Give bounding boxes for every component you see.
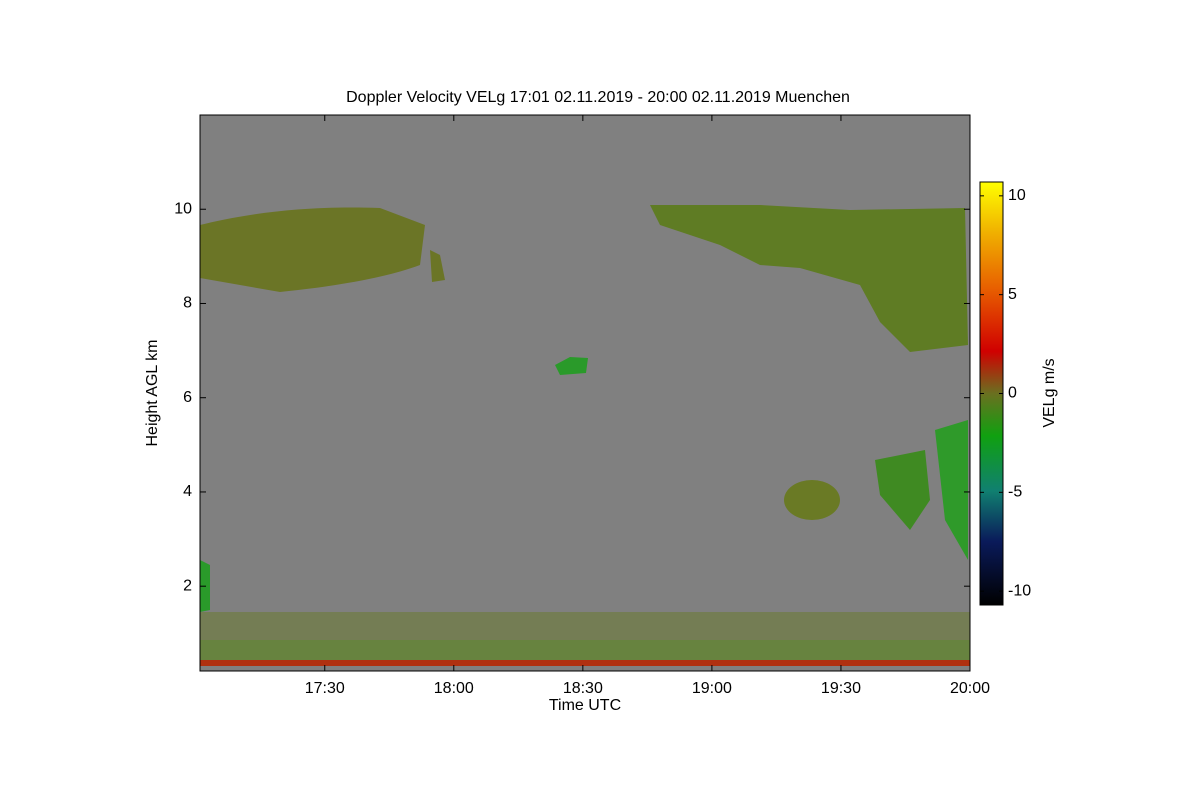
x-tick-label: 17:30	[305, 680, 345, 697]
echo-region	[650, 205, 968, 352]
x-tick-label: 19:00	[692, 680, 732, 697]
y-tick-label: 4	[183, 483, 192, 500]
echo-region	[200, 640, 970, 660]
x-tick-label: 18:00	[434, 680, 474, 697]
echo-region	[200, 660, 970, 666]
y-tick-label: 10	[174, 200, 192, 217]
x-tick-label: 18:30	[563, 680, 603, 697]
x-tick-label: 20:00	[950, 680, 990, 697]
plot-frame	[199, 114, 971, 672]
x-tick-label: 19:30	[821, 680, 861, 697]
x-axis-label: Time UTC	[549, 697, 621, 714]
echo-region	[935, 420, 968, 560]
echo-region	[430, 250, 445, 282]
y-tick-label: 8	[183, 295, 192, 312]
y-axis-label: Height AGL km	[144, 339, 161, 446]
colorbar-tick-label: -5	[1008, 484, 1022, 501]
colorbar-tick-label: -10	[1008, 582, 1031, 599]
colorbar-tick-label: 0	[1008, 385, 1017, 402]
echo-regions	[200, 205, 970, 666]
echo-region	[200, 207, 425, 292]
colorbar-tick-label: 10	[1008, 187, 1026, 204]
chart-title: Doppler Velocity VELg 17:01 02.11.2019 -…	[346, 89, 850, 106]
y-tick-label: 6	[183, 389, 192, 406]
plot-area	[200, 115, 970, 671]
echo-region	[875, 450, 930, 530]
echo-region	[784, 480, 840, 520]
y-tick-label: 2	[183, 577, 192, 594]
echo-region	[555, 357, 588, 375]
colorbar-label: VELg m/s	[1041, 358, 1058, 427]
colorbar-tick-label: 5	[1008, 286, 1017, 303]
